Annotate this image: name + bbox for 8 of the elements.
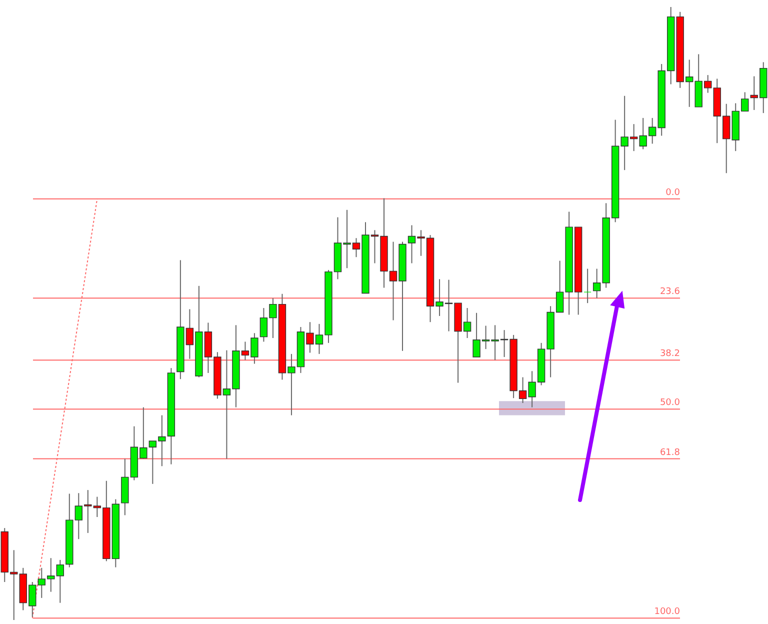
annotation: 50.0 [660, 398, 680, 408]
annotation: 61.8 [660, 448, 680, 458]
annotation: 0.0 [666, 188, 680, 198]
annotation: 38.2 [660, 349, 680, 360]
candlestick [56, 559, 64, 604]
annotation: 23.6 [660, 287, 680, 298]
candlestick [584, 268, 592, 304]
annotation: 100.0 [654, 607, 680, 618]
